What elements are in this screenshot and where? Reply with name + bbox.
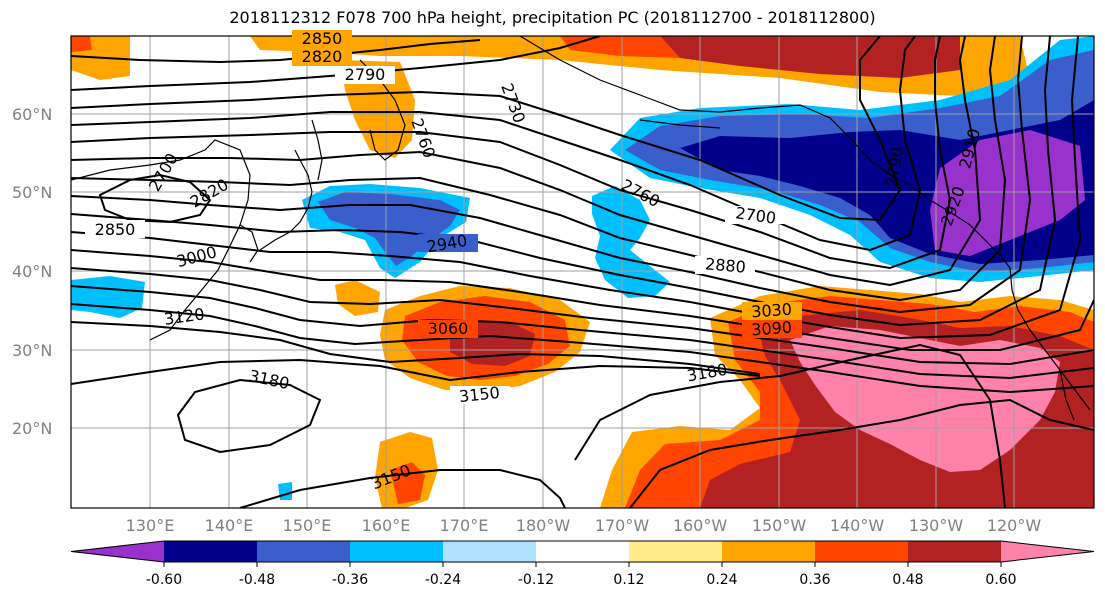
precip-positive-korea xyxy=(340,60,415,158)
precip-negative-hawaii-n xyxy=(592,186,670,298)
colorbar-segment xyxy=(629,541,722,562)
contour-label: 2790 xyxy=(345,65,386,84)
coast-baja xyxy=(1059,369,1075,421)
lat-label: 60°N xyxy=(12,105,52,124)
map-title: 2018112312 F078 700 hPa height, precipit… xyxy=(229,8,876,27)
colorbar-segment xyxy=(815,541,908,562)
coast-aleutians xyxy=(639,119,721,129)
latitude-labels: 60°N 50°N 40°N 30°N 20°N xyxy=(12,105,52,438)
contour-label: 3030 xyxy=(751,300,793,322)
lat-label: 50°N xyxy=(12,183,52,202)
lat-label: 20°N xyxy=(12,419,52,438)
colorbar-segment xyxy=(908,541,1001,562)
colorbar-tick-label: 0.12 xyxy=(613,572,644,588)
colorbar-ticks: -0.60 -0.48 -0.36 -0.24 -0.12 0.12 0.24 0.36 0.4… xyxy=(146,562,1017,588)
lon-label: 150°E xyxy=(283,516,332,535)
coast-asia xyxy=(71,139,251,341)
lon-label: 130°E xyxy=(126,516,175,535)
contour-label: 2820 xyxy=(302,47,343,66)
contour-label: 3060 xyxy=(428,319,469,338)
precip-shading xyxy=(71,36,1094,508)
contour-label: 3150 xyxy=(458,383,500,406)
colorbar-segment xyxy=(1001,541,1094,562)
contour-label: 2850 xyxy=(95,220,136,239)
colorbar-segment xyxy=(350,541,443,562)
lon-label: 120°W xyxy=(987,516,1042,535)
height-contours xyxy=(71,36,1094,508)
precip-positive-nw-core xyxy=(71,36,92,52)
colorbar-tick-label: -0.36 xyxy=(332,572,368,588)
colorbar-segment xyxy=(536,541,629,562)
contour-label: 2880 xyxy=(704,254,746,276)
lon-label: 170°W xyxy=(595,516,650,535)
colorbar-tick-label: -0.24 xyxy=(425,572,461,588)
colorbar-tick-label: 0.48 xyxy=(892,572,923,588)
precip-positive-north-core xyxy=(660,36,960,78)
lon-label: 130°W xyxy=(909,516,964,535)
lat-label: 30°N xyxy=(12,341,52,360)
lon-label: 160°E xyxy=(362,516,411,535)
lon-label: 160°W xyxy=(673,516,728,535)
colorbar-segment xyxy=(257,541,350,562)
colorbar-tick-label: 0.60 xyxy=(985,572,1016,588)
precip-positive-small-w xyxy=(335,280,380,316)
lat-label: 40°N xyxy=(12,262,52,281)
lon-label: 170°E xyxy=(440,516,489,535)
colorbar-tick-label: 0.24 xyxy=(706,572,737,588)
colorbar-tick-label: 0.36 xyxy=(799,572,830,588)
colorbar-segment xyxy=(722,541,815,562)
colorbar-tick-label: -0.60 xyxy=(146,572,182,588)
coast-sakhalin xyxy=(311,119,323,181)
lon-label: 150°W xyxy=(752,516,807,535)
grid-lines xyxy=(71,36,1094,508)
contour-label: 2850 xyxy=(302,29,343,48)
longitude-labels: 130°E 140°E 150°E 160°E 170°E 180°W 170°… xyxy=(126,516,1042,535)
coast-alaska xyxy=(519,36,1011,269)
colorbar-segment xyxy=(164,541,257,562)
colorbar-segment xyxy=(443,541,536,562)
contour-label: 3090 xyxy=(751,318,793,340)
colorbar-tick-label: -0.48 xyxy=(239,572,275,588)
lon-label: 140°W xyxy=(830,516,885,535)
colorbar-segment xyxy=(71,541,164,562)
colorbar-tick-label: -0.12 xyxy=(518,572,554,588)
map-frame xyxy=(70,35,1095,509)
lon-label: 180°W xyxy=(516,516,571,535)
colorbar-segments xyxy=(70,540,1095,563)
lon-label: 140°E xyxy=(205,516,254,535)
precip-negative-japan xyxy=(318,192,460,266)
precip-positive-north-mid xyxy=(560,36,680,58)
